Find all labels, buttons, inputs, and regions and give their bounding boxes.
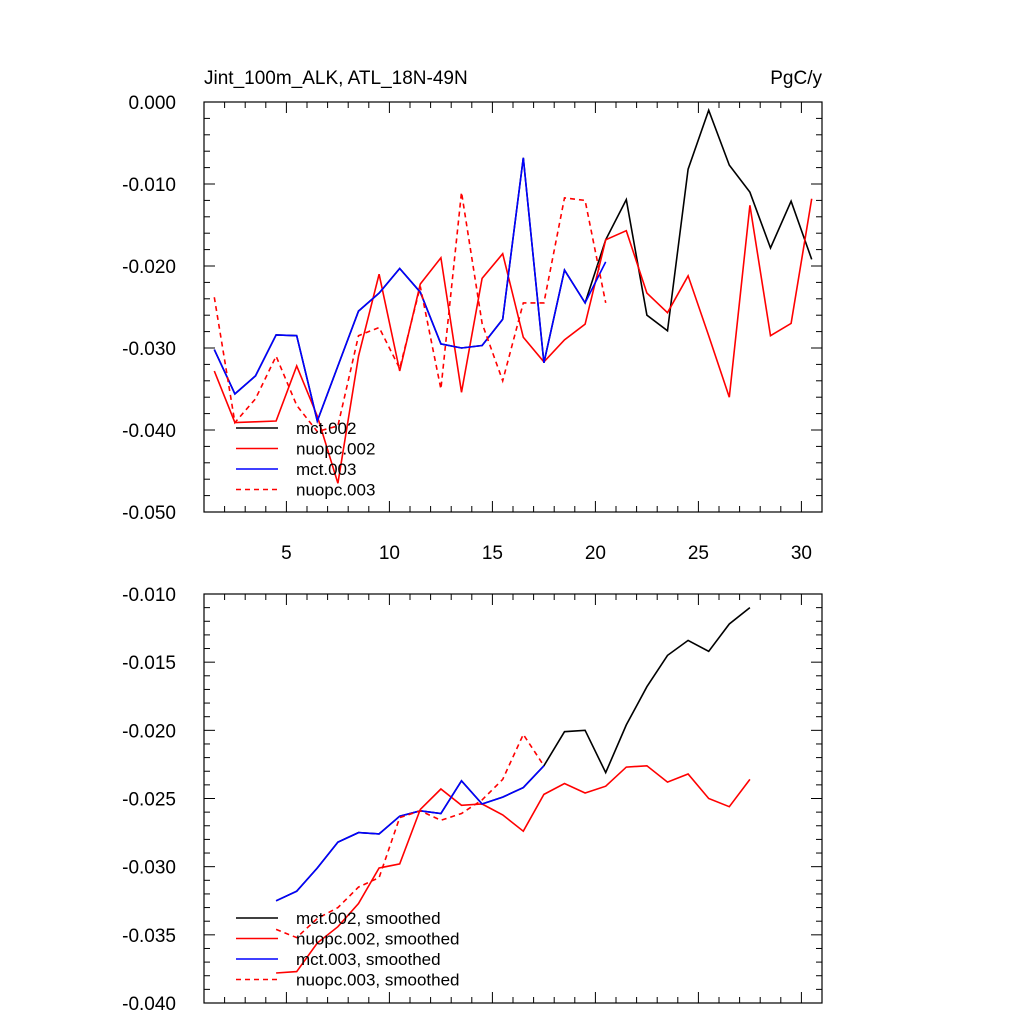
y-tick-label: -0.030 bbox=[122, 339, 176, 360]
series-line-nuopc-003-smoothed bbox=[275, 732, 545, 939]
top-chart-title: Jint_100m_ALK, ATL_18N-49N bbox=[204, 68, 468, 89]
series-line-mct-003-smoothed bbox=[275, 765, 545, 902]
legend-label: nuopc.002 bbox=[296, 440, 375, 459]
y-tick-label: -0.040 bbox=[122, 421, 176, 442]
y-tick-label: 0.000 bbox=[128, 93, 176, 114]
series-line-nuopc-002-smoothed bbox=[276, 764, 751, 974]
x-tick-label: 10 bbox=[379, 543, 400, 564]
series-line-nuopc-003 bbox=[213, 192, 607, 433]
y-tick-label: -0.010 bbox=[122, 585, 176, 606]
x-tick-label: 30 bbox=[791, 543, 812, 564]
legend-label: nuopc.002, smoothed bbox=[296, 930, 460, 949]
top-chart-units: PgC/y bbox=[770, 68, 822, 89]
top-chart-panel: Jint_100m_ALK, ATL_18N-49N PgC/y 5 10 15 20… bbox=[122, 68, 823, 564]
bottom-chart-panel: -0.010 -0.015 -0.020 -0.025 -0.030 -0.035 -0.0… bbox=[122, 585, 823, 1015]
series-line-mct-002-smoothed bbox=[275, 606, 751, 902]
x-tick-label: 20 bbox=[585, 543, 606, 564]
y-tick-label: -0.035 bbox=[122, 926, 176, 947]
y-tick-label: -0.020 bbox=[122, 257, 176, 278]
x-tick-label: 25 bbox=[688, 543, 709, 564]
x-tick-label: 5 bbox=[281, 543, 292, 564]
x-tick-label: 15 bbox=[482, 543, 503, 564]
y-tick-label: -0.015 bbox=[122, 653, 176, 674]
y-tick-label: -0.025 bbox=[122, 790, 176, 811]
legend-label: mct.002 bbox=[296, 419, 356, 438]
legend-label: nuopc.003, smoothed bbox=[296, 971, 460, 990]
y-tick-label: -0.030 bbox=[122, 858, 176, 879]
legend-label: mct.003 bbox=[296, 460, 356, 479]
series-line-mct-003 bbox=[213, 157, 607, 424]
y-tick-label: -0.010 bbox=[122, 175, 176, 196]
legend-label: mct.002, smoothed bbox=[296, 909, 441, 928]
legend-label: mct.003, smoothed bbox=[296, 950, 441, 969]
y-tick-label: -0.020 bbox=[122, 721, 176, 742]
y-tick-label: -0.040 bbox=[122, 994, 176, 1015]
y-tick-label: -0.050 bbox=[122, 503, 176, 524]
legend-label: nuopc.003 bbox=[296, 481, 375, 500]
